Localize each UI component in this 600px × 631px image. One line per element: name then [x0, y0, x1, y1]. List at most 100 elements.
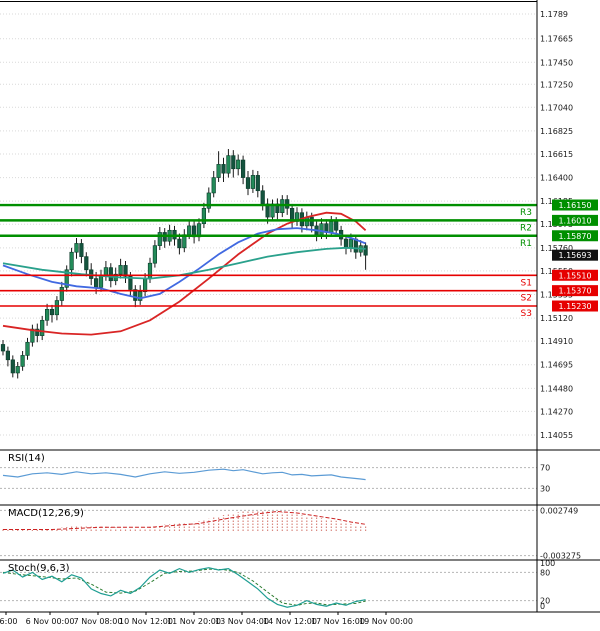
bear-candle: [35, 328, 40, 336]
price-tick-label: 1.15760: [540, 244, 573, 253]
level-label: R2: [520, 223, 532, 233]
bear-candle: [123, 265, 128, 277]
bear-candle: [84, 256, 89, 271]
level-label: S1: [521, 278, 532, 288]
price-badge: [552, 269, 598, 281]
bull-candle: [30, 328, 35, 343]
level-label: R3: [520, 208, 532, 218]
macd-axis-label: -0.003275: [540, 552, 581, 561]
bear-candle: [5, 350, 10, 361]
price-badge: [552, 214, 598, 226]
bull-candle: [138, 291, 143, 301]
bull-candle: [69, 251, 74, 271]
price-badge: [552, 300, 598, 312]
price-tick-label: 1.14910: [540, 337, 573, 346]
bull-candle: [44, 309, 50, 321]
time-axis-label: 16:00: [0, 617, 18, 626]
price-tick-label: 1.17250: [540, 80, 573, 89]
bull-candle: [226, 155, 231, 174]
stoch-main-line: [2, 567, 366, 608]
bull-candle: [64, 269, 69, 288]
price-tick-label: 1.17040: [540, 103, 573, 112]
time-axis-label: 17 Nov 16:00: [311, 617, 365, 626]
bull-candle: [236, 159, 241, 170]
rsi-panel-label: RSI(14): [8, 453, 45, 464]
bull-candle: [216, 164, 221, 178]
price-tick-label: 1.1789: [540, 10, 568, 19]
price-tick-label: 1.16615: [540, 150, 573, 159]
bear-candle: [0, 344, 6, 352]
macd-signal-line: [3, 510, 366, 530]
bear-candle: [128, 276, 133, 290]
bull-candle: [147, 262, 153, 279]
bull-candle: [187, 225, 192, 235]
bear-candle: [241, 159, 246, 178]
ma-blue-line: [2, 227, 366, 300]
bull-candle: [98, 276, 104, 288]
time-axis-label: 14 Nov 12:00: [263, 617, 317, 626]
rsi-axis-label: 30: [540, 484, 550, 493]
time-axis-label: 7 Nov 08:00: [74, 617, 123, 626]
bull-candle: [201, 208, 207, 224]
bear-candle: [245, 177, 251, 189]
rsi-axis-label: 70: [540, 464, 550, 473]
macd-panel-label: MACD(12,26,9): [8, 508, 84, 519]
bear-candle: [177, 238, 182, 249]
stoch-axis-label: 20: [540, 597, 550, 606]
level-label: S2: [521, 294, 532, 304]
bear-candle: [94, 278, 99, 288]
bull-candle: [118, 265, 123, 275]
bull-candle: [329, 221, 334, 233]
stoch-axis-label: 100: [540, 559, 555, 568]
price-badge-text: 1.15230: [558, 302, 591, 311]
time-axis-label: 11 Nov 20:00: [167, 617, 221, 626]
price-tick-label: 1.14055: [540, 431, 573, 440]
bull-candle: [25, 341, 30, 356]
price-badge: [552, 285, 598, 297]
time-axis-label: 19 Nov 00:00: [359, 617, 413, 626]
price-tick-label: 1.17450: [540, 58, 573, 67]
rsi-line: [2, 468, 366, 481]
bull-candle: [319, 223, 324, 235]
bull-candle: [74, 243, 79, 253]
price-tick-label: 1.17665: [540, 35, 573, 44]
price-badge-text: 1.15370: [558, 287, 591, 296]
bull-candle: [20, 355, 25, 367]
bull-candle: [143, 278, 148, 293]
stoch-axis-label: 0: [540, 602, 545, 611]
bear-candle: [260, 190, 265, 205]
level-label: S3: [521, 309, 532, 319]
bear-candle: [363, 245, 368, 256]
stoch-axis-label: 80: [540, 568, 550, 577]
price-tick-label: 1.14480: [540, 384, 573, 393]
price-tick-label: 1.14270: [540, 407, 573, 416]
bear-candle: [49, 309, 55, 316]
price-tick-label: 1.16400: [540, 174, 573, 183]
bear-candle: [334, 221, 339, 231]
bear-candle: [133, 289, 138, 301]
price-badge-text: 1.15510: [558, 271, 591, 280]
price-badge-text: 1.15693: [558, 251, 591, 260]
bull-candle: [206, 192, 211, 209]
price-badge-text: 1.16150: [558, 201, 591, 210]
bull-candle: [54, 300, 59, 316]
time-axis-label: 6 Nov 00:00: [26, 617, 75, 626]
bear-candle: [343, 238, 349, 249]
ma-teal-line: [2, 246, 366, 280]
bull-candle: [157, 232, 162, 246]
bear-candle: [108, 267, 113, 282]
time-axis-label: 13 Nov 04:00: [215, 617, 269, 626]
bear-candle: [10, 359, 15, 374]
bull-candle: [15, 366, 20, 374]
price-badge: [552, 230, 598, 242]
macd-axis-label: 0.002749: [540, 506, 578, 515]
bull-candle: [250, 175, 256, 189]
price-tick-label: 1.15120: [540, 314, 573, 323]
time-axis-label: 10 Nov 12:00: [119, 617, 173, 626]
price-badge: [552, 249, 598, 261]
bull-candle: [211, 177, 216, 194]
bear-candle: [231, 155, 236, 170]
bear-candle: [221, 164, 226, 174]
price-tick-label: 1.14695: [540, 361, 573, 370]
